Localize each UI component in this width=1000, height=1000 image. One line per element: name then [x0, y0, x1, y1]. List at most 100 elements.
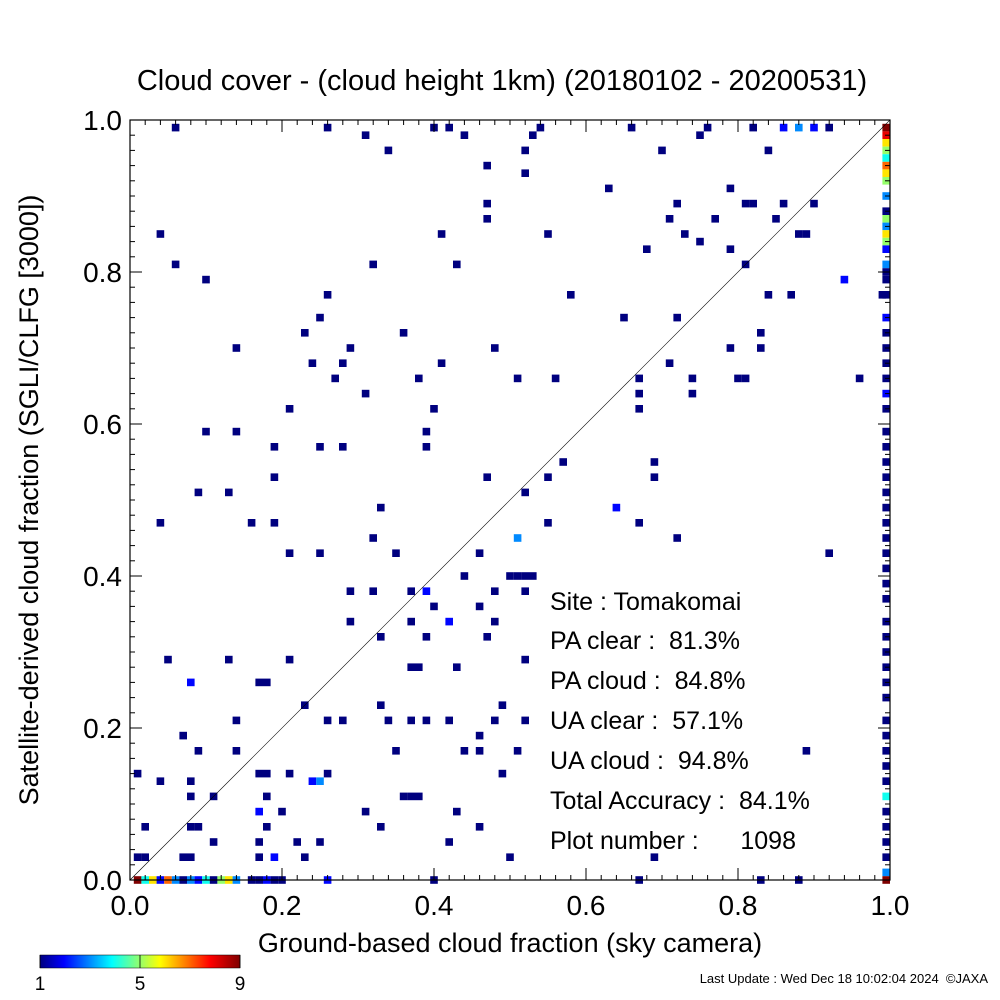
heatmap-cell: [882, 230, 890, 238]
heatmap-cell: [437, 359, 446, 367]
heatmap-cell: [840, 275, 849, 284]
stat-plot-number: Plot number : 1098: [550, 827, 796, 855]
heatmap-cell: [882, 291, 890, 299]
y-tick-label: 0.4: [83, 561, 122, 592]
heatmap-cell: [445, 617, 453, 626]
heatmap-cell: [506, 853, 514, 861]
heatmap-cell: [635, 519, 643, 527]
heatmap-cell: [635, 374, 643, 383]
heatmap-cell: [263, 678, 271, 687]
heatmap-cell: [521, 169, 529, 177]
heatmap-cell: [483, 633, 491, 641]
heatmap-cell: [156, 230, 165, 238]
heatmap-cell: [475, 731, 484, 740]
heatmap-cells: [133, 123, 890, 884]
heatmap-cell: [882, 154, 890, 162]
heatmap-cell: [171, 260, 180, 269]
heatmap-cell: [392, 549, 400, 557]
heatmap-cell: [316, 838, 324, 846]
heatmap-cell: [878, 291, 887, 299]
heatmap-cell: [665, 359, 674, 367]
heatmap-cell: [498, 769, 507, 778]
heatmap-cell: [810, 123, 818, 132]
heatmap-cell: [346, 587, 355, 595]
heatmap-cell: [605, 184, 613, 193]
heatmap-cell: [415, 374, 423, 383]
heatmap-cell: [445, 123, 453, 132]
heatmap-cell: [255, 838, 263, 846]
colorbar-ticks: 1 5 9: [35, 955, 245, 995]
heatmap-cell: [620, 313, 628, 322]
heatmap-cell: [399, 792, 408, 801]
heatmap-cell: [225, 655, 233, 664]
heatmap-cell: [882, 275, 890, 284]
heatmap-cell: [882, 488, 890, 497]
heatmap-cell: [430, 602, 438, 611]
heatmap-cell: [316, 443, 324, 451]
heatmap-cell: [377, 503, 385, 512]
heatmap-cell: [285, 769, 294, 778]
heatmap-cell: [627, 123, 636, 132]
heatmap-cell: [529, 131, 537, 139]
heatmap-cell: [658, 146, 666, 155]
y-axis-ticks: 0.0 0.2 0.4 0.6 0.8 1.0: [83, 105, 890, 896]
heatmap-cell: [673, 313, 681, 322]
heatmap-cell: [483, 161, 491, 170]
heatmap-cell: [247, 519, 256, 527]
heatmap-cell: [882, 519, 890, 527]
heatmap-cell: [544, 230, 552, 238]
heatmap-cell: [882, 731, 890, 740]
heatmap-cell: [453, 663, 461, 671]
heatmap-cell: [513, 747, 522, 755]
colorbar-tick-label: 5: [135, 974, 146, 995]
heatmap-cell: [882, 245, 890, 253]
heatmap-cell: [339, 443, 347, 451]
heatmap-cell: [187, 777, 195, 785]
chart-title: Cloud cover - (cloud height 1km) (201801…: [137, 65, 867, 97]
heatmap-cell: [171, 123, 180, 132]
heatmap-cell: [513, 534, 522, 542]
heatmap-cell: [882, 792, 890, 801]
stat-total-accuracy: Total Accuracy : 84.1%: [550, 787, 810, 815]
heatmap-cell: [757, 329, 765, 337]
y-tick-label: 0.8: [83, 257, 122, 288]
heatmap-cell: [882, 139, 890, 147]
heatmap-cell: [475, 747, 484, 755]
heatmap-cell: [308, 359, 317, 367]
heatmap-cell: [278, 807, 286, 816]
heatmap-cell: [133, 769, 142, 778]
stat-ua-cloud: UA cloud : 94.8%: [550, 747, 749, 775]
heatmap-cell: [194, 488, 203, 497]
heatmap-cell: [491, 617, 499, 626]
heatmap-cell: [255, 678, 263, 687]
x-axis-ticks: 0.0 0.2 0.4 0.6 0.8 1.0: [111, 120, 909, 921]
heatmap-cell: [415, 663, 423, 671]
stat-pa-cloud: PA cloud : 84.8%: [550, 667, 746, 695]
heatmap-cell: [764, 146, 773, 155]
heatmap-cell: [407, 587, 415, 595]
heatmap-cell: [407, 716, 415, 725]
heatmap-cell: [460, 747, 469, 755]
heatmap-cell: [650, 473, 659, 481]
heatmap-cell: [749, 123, 757, 132]
heatmap-cell: [882, 807, 890, 816]
heatmap-cell: [323, 769, 332, 778]
heatmap-cell: [802, 230, 811, 238]
heatmap-cell: [369, 260, 377, 269]
x-tick-label: 0.8: [719, 890, 758, 921]
heatmap-cell: [285, 655, 294, 664]
heatmap-cell: [316, 777, 324, 785]
heatmap-cell: [882, 427, 890, 436]
heatmap-cell: [141, 853, 149, 861]
heatmap-cell: [377, 701, 385, 709]
heatmap-cell: [521, 146, 529, 155]
x-tick-label: 0.6: [567, 890, 606, 921]
heatmap-cell: [179, 731, 187, 740]
heatmap-cell: [187, 853, 195, 861]
heatmap-cell: [483, 473, 491, 481]
heatmap-cell: [882, 762, 890, 770]
heatmap-cell: [882, 473, 890, 481]
heatmap-cell: [263, 792, 271, 801]
heatmap-cell: [688, 389, 697, 398]
heatmap-cell: [255, 853, 263, 861]
